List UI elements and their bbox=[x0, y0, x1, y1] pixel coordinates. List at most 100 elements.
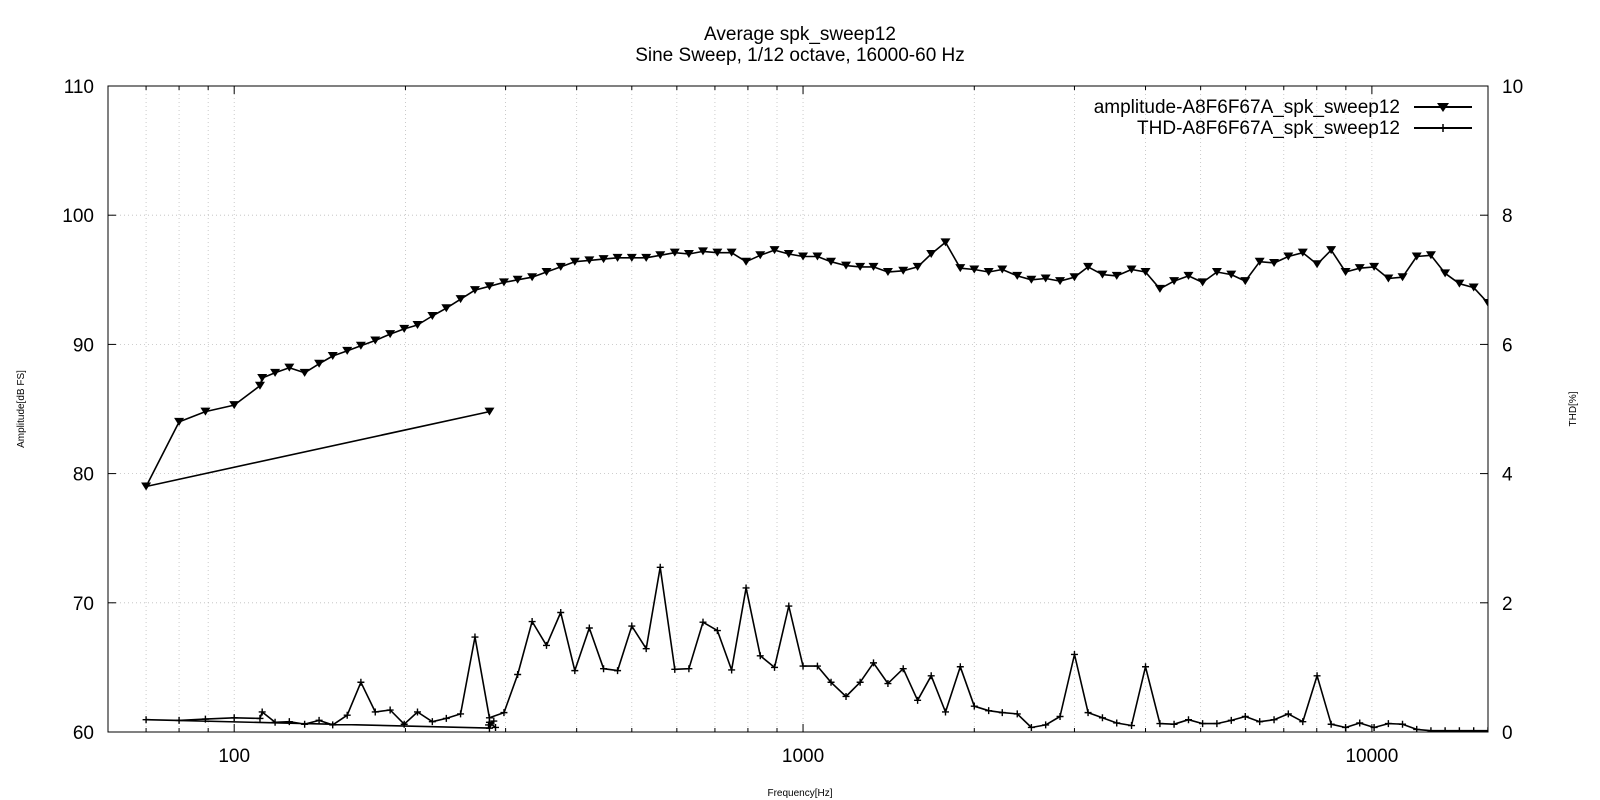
data-point-marker bbox=[669, 248, 680, 257]
data-point-marker bbox=[1441, 727, 1449, 732]
data-point-marker bbox=[1313, 672, 1321, 680]
data-point-marker bbox=[500, 709, 508, 717]
data-point-marker bbox=[1399, 720, 1407, 728]
data-point-marker bbox=[490, 717, 498, 725]
data-point-marker bbox=[955, 264, 966, 273]
data-point-marker bbox=[1270, 716, 1278, 724]
data-point-marker bbox=[1211, 268, 1222, 277]
data-point-marker bbox=[1425, 251, 1436, 260]
data-point-marker bbox=[527, 273, 538, 282]
data-point-marker bbox=[799, 662, 807, 670]
data-point-marker bbox=[1356, 719, 1364, 727]
data-point-marker bbox=[884, 680, 892, 688]
chart-subtitle: Sine Sweep, 1/12 octave, 16000-60 Hz bbox=[635, 45, 965, 66]
data-point-marker bbox=[301, 720, 309, 728]
data-point-marker bbox=[1169, 277, 1180, 286]
data-point-marker bbox=[585, 624, 593, 632]
data-point-marker bbox=[342, 346, 353, 355]
data-point-marker bbox=[1354, 264, 1365, 273]
data-point-marker bbox=[257, 373, 268, 382]
data-point-marker bbox=[914, 696, 922, 704]
data-point-marker bbox=[442, 714, 450, 722]
y2-tick-label: 2 bbox=[1502, 594, 1513, 615]
y-tick-label: 90 bbox=[73, 335, 94, 356]
data-point-marker bbox=[1126, 265, 1137, 274]
data-point-marker bbox=[642, 645, 650, 653]
data-point-marker bbox=[1084, 709, 1092, 717]
y-tick-label: 110 bbox=[64, 77, 94, 98]
data-point-marker bbox=[1083, 262, 1094, 271]
data-point-marker bbox=[997, 265, 1008, 274]
data-point-marker bbox=[998, 709, 1006, 717]
data-point-marker bbox=[256, 714, 264, 722]
data-point-marker bbox=[656, 563, 664, 571]
data-point-marker bbox=[655, 251, 666, 260]
y-axis-label: Amplitude[dB FS] bbox=[16, 370, 27, 448]
data-point-marker bbox=[1326, 246, 1337, 255]
data-point-marker bbox=[229, 401, 240, 410]
data-point-marker bbox=[1269, 259, 1280, 268]
data-point-marker bbox=[329, 721, 337, 729]
data-point-marker bbox=[1241, 712, 1249, 720]
x-tick-label: 100 bbox=[218, 746, 250, 767]
data-point-marker bbox=[371, 708, 379, 716]
data-point-marker bbox=[1455, 727, 1463, 732]
data-point-marker bbox=[1312, 260, 1323, 269]
data-point-marker bbox=[882, 268, 893, 277]
data-point-marker bbox=[1213, 720, 1221, 728]
data-point-marker bbox=[1484, 727, 1488, 732]
data-point-marker bbox=[813, 662, 821, 670]
data-point-marker bbox=[386, 706, 394, 714]
data-point-marker bbox=[541, 268, 552, 277]
y2-tick-label: 0 bbox=[1502, 723, 1513, 744]
data-point-marker bbox=[1470, 727, 1478, 732]
data-point-marker bbox=[270, 368, 281, 377]
data-point-marker bbox=[254, 381, 265, 390]
data-point-marker bbox=[771, 663, 779, 671]
y-tick-label: 80 bbox=[73, 465, 94, 486]
data-point-marker bbox=[827, 678, 835, 686]
data-point-marker bbox=[399, 324, 410, 333]
data-point-marker bbox=[528, 618, 536, 626]
data-point-marker bbox=[1183, 271, 1194, 280]
data-point-marker bbox=[685, 665, 693, 673]
x-tick-label: 1000 bbox=[782, 746, 824, 767]
series-line bbox=[145, 566, 1488, 732]
data-point-marker bbox=[1411, 252, 1422, 261]
data-point-marker bbox=[357, 678, 365, 686]
data-point-marker bbox=[175, 716, 183, 724]
data-point-marker bbox=[174, 417, 185, 426]
data-point-marker bbox=[742, 584, 750, 592]
data-point-marker bbox=[457, 710, 465, 718]
data-point-marker bbox=[626, 253, 637, 262]
data-point-marker bbox=[1327, 720, 1335, 728]
data-point-marker bbox=[484, 282, 495, 291]
data-point-marker bbox=[201, 715, 209, 723]
data-point-marker bbox=[969, 265, 980, 274]
data-point-marker bbox=[699, 618, 707, 626]
legend-label-thd: THD-A8F6F67A_spk_sweep12 bbox=[1137, 118, 1400, 139]
data-point-marker bbox=[385, 330, 396, 339]
data-point-marker bbox=[628, 622, 636, 630]
data-point-marker bbox=[1383, 274, 1394, 283]
data-point-marker bbox=[299, 368, 310, 377]
data-point-marker bbox=[413, 708, 421, 716]
data-point-marker bbox=[1185, 716, 1192, 724]
data-point-marker bbox=[584, 256, 595, 265]
grid bbox=[107, 86, 1488, 732]
data-point-marker bbox=[1055, 277, 1066, 286]
data-point-marker bbox=[484, 407, 495, 416]
data-point-marker bbox=[1154, 284, 1165, 293]
data-point-marker bbox=[569, 257, 580, 266]
data-point-marker bbox=[1226, 270, 1237, 279]
data-point-marker bbox=[614, 667, 622, 675]
data-point-marker bbox=[783, 249, 794, 258]
data-point-marker bbox=[1240, 277, 1251, 286]
data-point-marker bbox=[671, 665, 679, 673]
data-point-marker bbox=[555, 262, 566, 271]
data-point-marker bbox=[343, 711, 351, 719]
data-point-marker bbox=[1427, 727, 1435, 732]
data-point-marker bbox=[1098, 714, 1106, 722]
data-point-marker bbox=[1070, 650, 1078, 658]
